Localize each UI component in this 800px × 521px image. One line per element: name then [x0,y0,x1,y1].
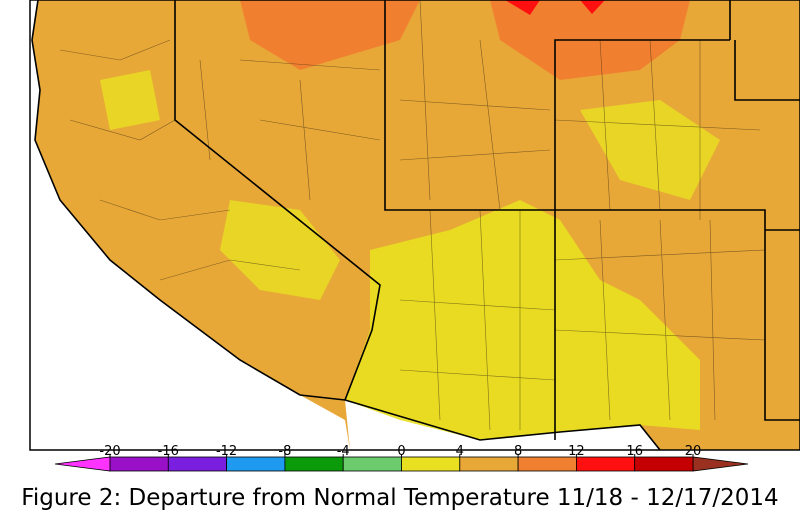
hot-patch [505,0,605,15]
colorbar-arrow-low [54,456,111,472]
caption: Figure 2: Departure from Normal Temperat… [21,485,778,511]
map-frame [29,0,800,451]
mild-patch [100,70,720,300]
state-borders [29,0,800,451]
colorbar-tick-label: -16 [158,444,179,459]
colorbar-tick-label: 12 [568,444,585,459]
colorbar-tick-label: 16 [626,444,643,459]
colorbar-segment [342,456,402,472]
colorbar-tick-label: -8 [278,444,291,459]
colorbar-segment [109,456,169,472]
colorbar-tick-label: 8 [514,444,522,459]
colorbar-arrow-high [692,456,749,472]
colorbar-segment [517,456,577,472]
colorbar-segment [284,456,344,472]
colorbar-segment [576,456,636,472]
colorbar-tick-label: 4 [456,444,464,459]
colorbar-segment [634,456,694,472]
colorbar-tick-label: -4 [337,444,350,459]
warm-patch [240,0,690,80]
colorbar-segment [167,456,228,472]
county-lines [59,0,766,431]
colorbar-segment [226,456,286,472]
map [29,0,800,451]
colorbar-tick-label: 0 [397,444,405,459]
mild-patch [345,200,700,440]
colorbar-tick-label: -12 [216,444,237,459]
colorbar-segment [401,456,461,472]
colorbar-segment [459,456,519,472]
colorbar-tick-label: -20 [99,444,120,459]
colorbar: -20 -16 -12 -8 -4 0 4 8 12 16 20 [54,444,749,472]
colorbar-tick-label: 20 [685,444,702,459]
